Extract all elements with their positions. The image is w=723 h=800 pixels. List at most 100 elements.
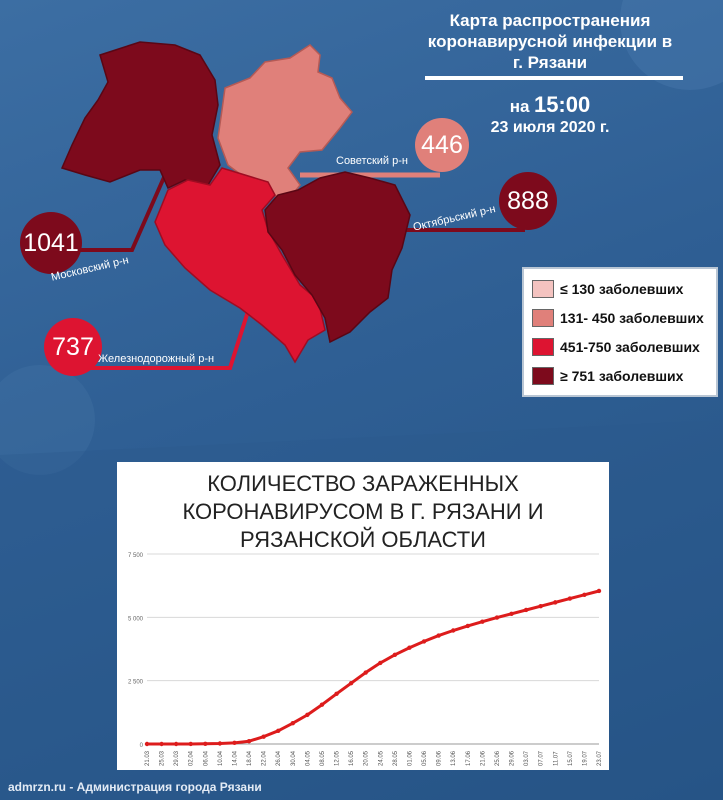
data-point bbox=[363, 670, 368, 675]
legend-swatch bbox=[532, 280, 554, 298]
data-point bbox=[523, 607, 529, 613]
legend-label: 451-750 заболевших bbox=[560, 339, 700, 355]
x-tick-label: 21.03 bbox=[145, 750, 151, 766]
data-point bbox=[567, 596, 573, 601]
data-point bbox=[421, 639, 427, 644]
legend-label: ≤ 130 заболевших bbox=[560, 281, 684, 297]
sovetsky-count-badge: 446 bbox=[415, 118, 469, 172]
zheleznodorozhny-connector bbox=[75, 304, 252, 370]
legend-swatch bbox=[532, 338, 554, 356]
x-tick-label: 01.06 bbox=[407, 750, 413, 766]
x-tick-label: 23.07 bbox=[597, 750, 603, 766]
x-tick-label: 03.07 bbox=[524, 750, 530, 766]
legend-swatch bbox=[532, 309, 554, 327]
x-tick-label: 02.04 bbox=[189, 750, 195, 766]
y-tick-label: 7 500 bbox=[128, 553, 144, 559]
data-point bbox=[290, 721, 296, 726]
chart-title-line-3: РЯЗАНСКОЙ ОБЛАСТИ bbox=[239, 527, 486, 552]
chart-title-line-2: КОРОНАВИРУСОМ В Г. РЯЗАНИ И bbox=[182, 499, 544, 524]
x-tick-label: 05.06 bbox=[422, 750, 428, 766]
chart-plot: 0 2 500 5 000 7 500 21.03 25.03 29.03 02.04 06.0… bbox=[128, 553, 603, 766]
y-tick-label: 5 000 bbox=[128, 616, 144, 622]
series-line bbox=[147, 589, 600, 746]
data-point bbox=[494, 615, 500, 620]
x-tick-label: 30.04 bbox=[291, 750, 297, 766]
data-point bbox=[319, 702, 325, 707]
legend-label: ≥ 751 заболевших bbox=[560, 368, 684, 384]
zheleznodorozhny-label: Железнодорожный р-н bbox=[98, 353, 215, 365]
time-value: 15:00 bbox=[533, 92, 591, 117]
x-tick-label: 22.04 bbox=[262, 750, 268, 766]
x-tick-label: 16.05 bbox=[349, 750, 355, 766]
moskovsky-count-badge: 1041 bbox=[20, 212, 82, 274]
data-point bbox=[173, 741, 179, 747]
x-tick-label: 19.07 bbox=[582, 750, 588, 766]
map-title-line-3: г. Рязани bbox=[512, 53, 588, 72]
x-tick-label: 08.05 bbox=[320, 750, 326, 766]
data-point bbox=[553, 600, 558, 605]
zheleznodorozhny-count: 737 bbox=[52, 332, 94, 361]
legend-label: 131- 450 заболевших bbox=[560, 310, 704, 326]
x-tick-label: 29.03 bbox=[174, 750, 180, 766]
data-point bbox=[144, 741, 150, 747]
data-point bbox=[203, 741, 208, 746]
legend-item: 451-750 заболевших bbox=[532, 337, 700, 357]
data-point bbox=[159, 741, 164, 747]
title-divider bbox=[425, 76, 683, 80]
data-point bbox=[217, 741, 223, 746]
report-time: на 15:00 bbox=[430, 92, 670, 118]
oktyabrsky-count-badge: 888 bbox=[499, 172, 557, 230]
data-point bbox=[480, 619, 485, 624]
x-tick-label: 24.05 bbox=[378, 750, 384, 766]
legend-item: 131- 450 заболевших bbox=[532, 308, 704, 328]
x-tick-label: 20.05 bbox=[364, 750, 370, 766]
legend-swatch bbox=[532, 367, 554, 385]
legend-item: ≥ 751 заболевших bbox=[532, 366, 683, 386]
x-tick-label: 12.05 bbox=[335, 750, 341, 766]
x-tick-label: 25.06 bbox=[495, 750, 501, 766]
x-tick-label: 21.06 bbox=[480, 750, 486, 766]
sovetsky-label: Советский р-н bbox=[336, 155, 408, 167]
x-tick-label: 06.04 bbox=[203, 750, 209, 766]
map-legend: ≤ 130 заболевших 131- 450 заболевших 451… bbox=[522, 267, 718, 397]
x-tick-label: 07.07 bbox=[539, 750, 545, 766]
x-tick-label: 15.07 bbox=[568, 750, 574, 766]
data-point bbox=[188, 741, 193, 747]
legend-item: ≤ 130 заболевших bbox=[532, 279, 683, 299]
data-point bbox=[232, 740, 237, 746]
map-title-line-1: Карта распространения bbox=[449, 11, 651, 30]
x-tick-label: 26.04 bbox=[276, 750, 282, 766]
data-point bbox=[246, 739, 252, 744]
cases-chart: КОЛИЧЕСТВО ЗАРАЖЕННЫХ КОРОНАВИРУСОМ В Г.… bbox=[117, 462, 609, 770]
data-point bbox=[305, 712, 310, 718]
chart-title: КОЛИЧЕСТВО ЗАРАЖЕННЫХ КОРОНАВИРУСОМ В Г.… bbox=[117, 470, 609, 554]
data-point bbox=[378, 660, 383, 666]
footer-credit: admrzn.ru - Администрация города Рязани bbox=[8, 780, 262, 794]
district-map bbox=[55, 41, 525, 370]
data-point bbox=[509, 611, 514, 616]
chart-title-line-1: КОЛИЧЕСТВО ЗАРАЖЕННЫХ bbox=[207, 471, 519, 496]
x-tick-label: 29.06 bbox=[510, 750, 516, 766]
y-tick-label: 2 500 bbox=[128, 680, 144, 686]
data-point bbox=[276, 728, 281, 734]
data-point bbox=[392, 652, 398, 658]
oktyabrsky-district bbox=[264, 171, 411, 344]
data-point bbox=[582, 592, 587, 597]
data-point bbox=[538, 603, 543, 609]
x-tick-label: 18.04 bbox=[247, 750, 253, 766]
data-point bbox=[334, 691, 339, 697]
report-date: 23 июля 2020 г. bbox=[490, 119, 610, 136]
data-point bbox=[436, 633, 441, 638]
y-tick-label: 0 bbox=[140, 743, 144, 749]
x-tick-label: 14.04 bbox=[232, 750, 238, 766]
map-title-line-2: коронавирусной инфекции в bbox=[427, 32, 673, 51]
x-tick-label: 10.04 bbox=[218, 750, 224, 766]
moskovsky-district bbox=[60, 41, 221, 191]
data-point bbox=[450, 628, 456, 633]
moskovsky-count: 1041 bbox=[23, 228, 79, 257]
x-tick-label: 11.07 bbox=[553, 751, 559, 766]
x-tick-label: 25.03 bbox=[160, 750, 166, 766]
data-point bbox=[348, 681, 354, 686]
data-point bbox=[596, 588, 602, 594]
data-point bbox=[261, 734, 266, 739]
